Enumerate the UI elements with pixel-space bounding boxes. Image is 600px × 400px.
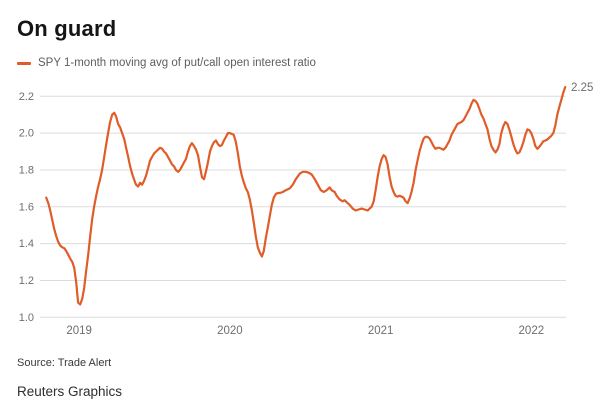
page-title: On guard <box>17 16 117 41</box>
x-axis-label: 2020 <box>217 325 243 337</box>
legend-label: SPY 1-month moving avg of put/call open … <box>38 57 316 69</box>
source-note: Source: Trade Alert <box>17 357 112 369</box>
y-axis-label: 1.2 <box>19 275 34 287</box>
y-axis-label: 1.8 <box>19 164 34 176</box>
series-line-spy-ratio <box>45 86 567 306</box>
y-axis-label: 1.4 <box>19 238 34 250</box>
y-axis-label: 1.6 <box>19 201 34 213</box>
x-axis-label: 2021 <box>368 325 394 337</box>
y-axis-label: 2.2 <box>19 91 34 103</box>
credit-reuters-graphics: Reuters Graphics <box>17 384 123 399</box>
x-axis-label: 2019 <box>66 325 92 337</box>
legend: SPY 1-month moving avg of put/call open … <box>17 57 316 69</box>
end-value-label: 2.25 <box>571 82 593 94</box>
y-axis-label: 2.0 <box>19 128 34 140</box>
legend-swatch-line <box>17 61 31 65</box>
y-axis-label: 1.0 <box>19 312 34 324</box>
x-axis-label: 2022 <box>519 325 545 337</box>
